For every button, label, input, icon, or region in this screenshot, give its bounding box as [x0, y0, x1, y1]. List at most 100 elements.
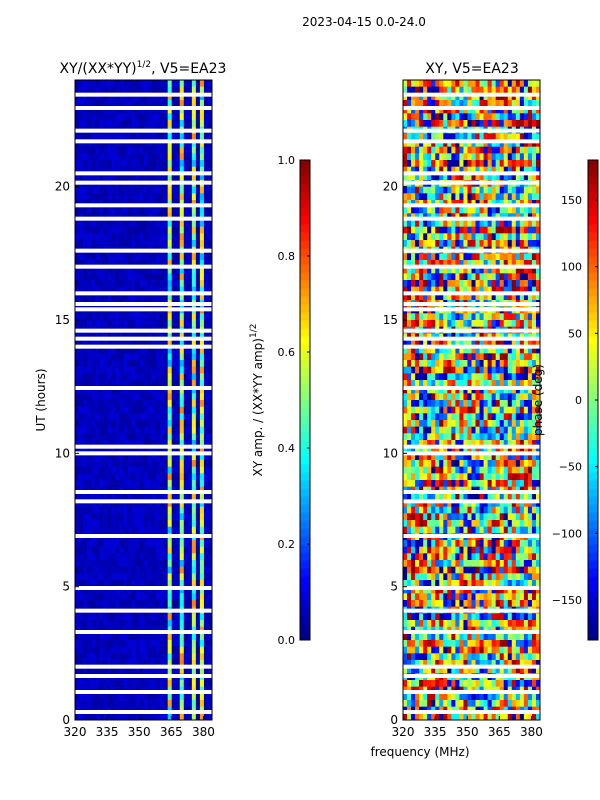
heatmap-cell: [131, 553, 136, 561]
heatmap-cell: [207, 520, 213, 528]
heatmap-cell: [83, 493, 88, 501]
heatmap-cell: [115, 426, 120, 434]
heatmap-cell: [195, 613, 201, 621]
heatmap-cell: [443, 173, 448, 181]
heatmap-cell: [203, 120, 209, 128]
heatmap-cell: [175, 446, 181, 454]
heatmap-cell: [195, 286, 201, 294]
heatmap-cell: [123, 366, 128, 374]
heatmap-cell: [535, 206, 541, 214]
heatmap-cell: [139, 380, 144, 388]
heatmap-cell: [103, 440, 108, 448]
heatmap-cell: [123, 660, 128, 668]
heatmap-cell: [151, 666, 156, 674]
heatmap-cell: [515, 140, 521, 148]
heatmap-cell: [419, 353, 424, 361]
flagged-row: [75, 216, 212, 221]
heatmap-cell: [171, 646, 177, 654]
heatmap-cell: [203, 506, 209, 514]
colorbar-segment: [300, 448, 310, 457]
heatmap-cell: [487, 353, 493, 361]
heatmap-cell: [475, 233, 480, 241]
heatmap-cell: [123, 593, 128, 601]
heatmap-cell: [535, 153, 541, 161]
heatmap-cell: [91, 286, 96, 294]
heatmap-cell: [203, 660, 209, 668]
heatmap-cell: [527, 380, 533, 388]
heatmap-cell: [111, 273, 116, 281]
heatmap-cell: [187, 493, 193, 501]
heatmap-cell: [115, 413, 120, 421]
heatmap-cell: [91, 440, 96, 448]
heatmap-cell: [95, 293, 100, 301]
heatmap-cell: [199, 680, 205, 688]
heatmap-cell: [487, 313, 493, 321]
heatmap-cell: [155, 713, 161, 721]
heatmap-cell: [127, 113, 132, 121]
heatmap-cell: [475, 386, 480, 394]
heatmap-cell: [455, 153, 460, 161]
heatmap-cell: [75, 260, 80, 268]
heatmap-cell: [467, 346, 472, 354]
heatmap-cell: [183, 693, 189, 701]
heatmap-cell: [183, 133, 189, 141]
heatmap-cell: [91, 380, 96, 388]
heatmap-cell: [135, 573, 140, 581]
heatmap-cell: [403, 373, 408, 381]
heatmap-cell: [107, 313, 112, 321]
heatmap-cell: [111, 140, 116, 148]
heatmap-cell: [163, 453, 169, 461]
heatmap-cell: [91, 660, 96, 668]
heatmap-cell: [403, 360, 408, 368]
heatmap-cell: [407, 313, 412, 321]
heatmap-cell: [159, 553, 165, 561]
heatmap-cell: [159, 80, 165, 88]
heatmap-cell: [195, 86, 201, 94]
heatmap-cell: [115, 433, 120, 441]
heatmap-cell: [135, 346, 140, 354]
heatmap-cell: [115, 86, 120, 94]
heatmap-cell: [171, 106, 177, 114]
heatmap-cell: [171, 493, 177, 501]
heatmap-cell: [155, 380, 161, 388]
heatmap-cell: [159, 373, 165, 381]
heatmap-cell: [103, 586, 108, 594]
heatmap-cell: [519, 106, 525, 114]
heatmap-cell: [195, 106, 201, 114]
heatmap-cell: [187, 193, 193, 201]
heatmap-cell: [167, 400, 173, 408]
heatmap-cell: [75, 346, 80, 354]
heatmap-cell: [179, 640, 185, 648]
heatmap-cell: [443, 93, 448, 101]
heatmap-cell: [475, 373, 480, 381]
heatmap-cell: [511, 173, 517, 181]
heatmap-cell: [131, 620, 136, 628]
heatmap-cell: [155, 140, 161, 148]
heatmap-cell: [147, 393, 152, 401]
y-tick-label: 5: [62, 580, 70, 594]
heatmap-cell: [419, 120, 424, 128]
heatmap-cell: [95, 373, 100, 381]
heatmap-cell: [199, 140, 205, 148]
heatmap-cell: [523, 360, 529, 368]
heatmap-cell: [127, 226, 132, 234]
heatmap-cell: [159, 500, 165, 508]
heatmap-cell: [491, 160, 497, 168]
heatmap-cell: [479, 233, 484, 241]
heatmap-cell: [111, 633, 116, 641]
heatmap-cell: [431, 280, 436, 288]
heatmap-cell: [203, 360, 209, 368]
heatmap-cell: [115, 500, 120, 508]
heatmap-cell: [163, 460, 169, 468]
heatmap-cell: [531, 153, 537, 161]
heatmap-cell: [87, 646, 92, 654]
heatmap-cell: [103, 546, 108, 554]
heatmap-cell: [87, 653, 92, 661]
heatmap-cell: [427, 100, 432, 108]
heatmap-cell: [143, 80, 148, 88]
heatmap-cell: [159, 400, 165, 408]
heatmap-cell: [531, 320, 537, 328]
colorbar-segment: [300, 416, 310, 425]
heatmap-cell: [79, 566, 84, 574]
heatmap-cell: [111, 426, 116, 434]
